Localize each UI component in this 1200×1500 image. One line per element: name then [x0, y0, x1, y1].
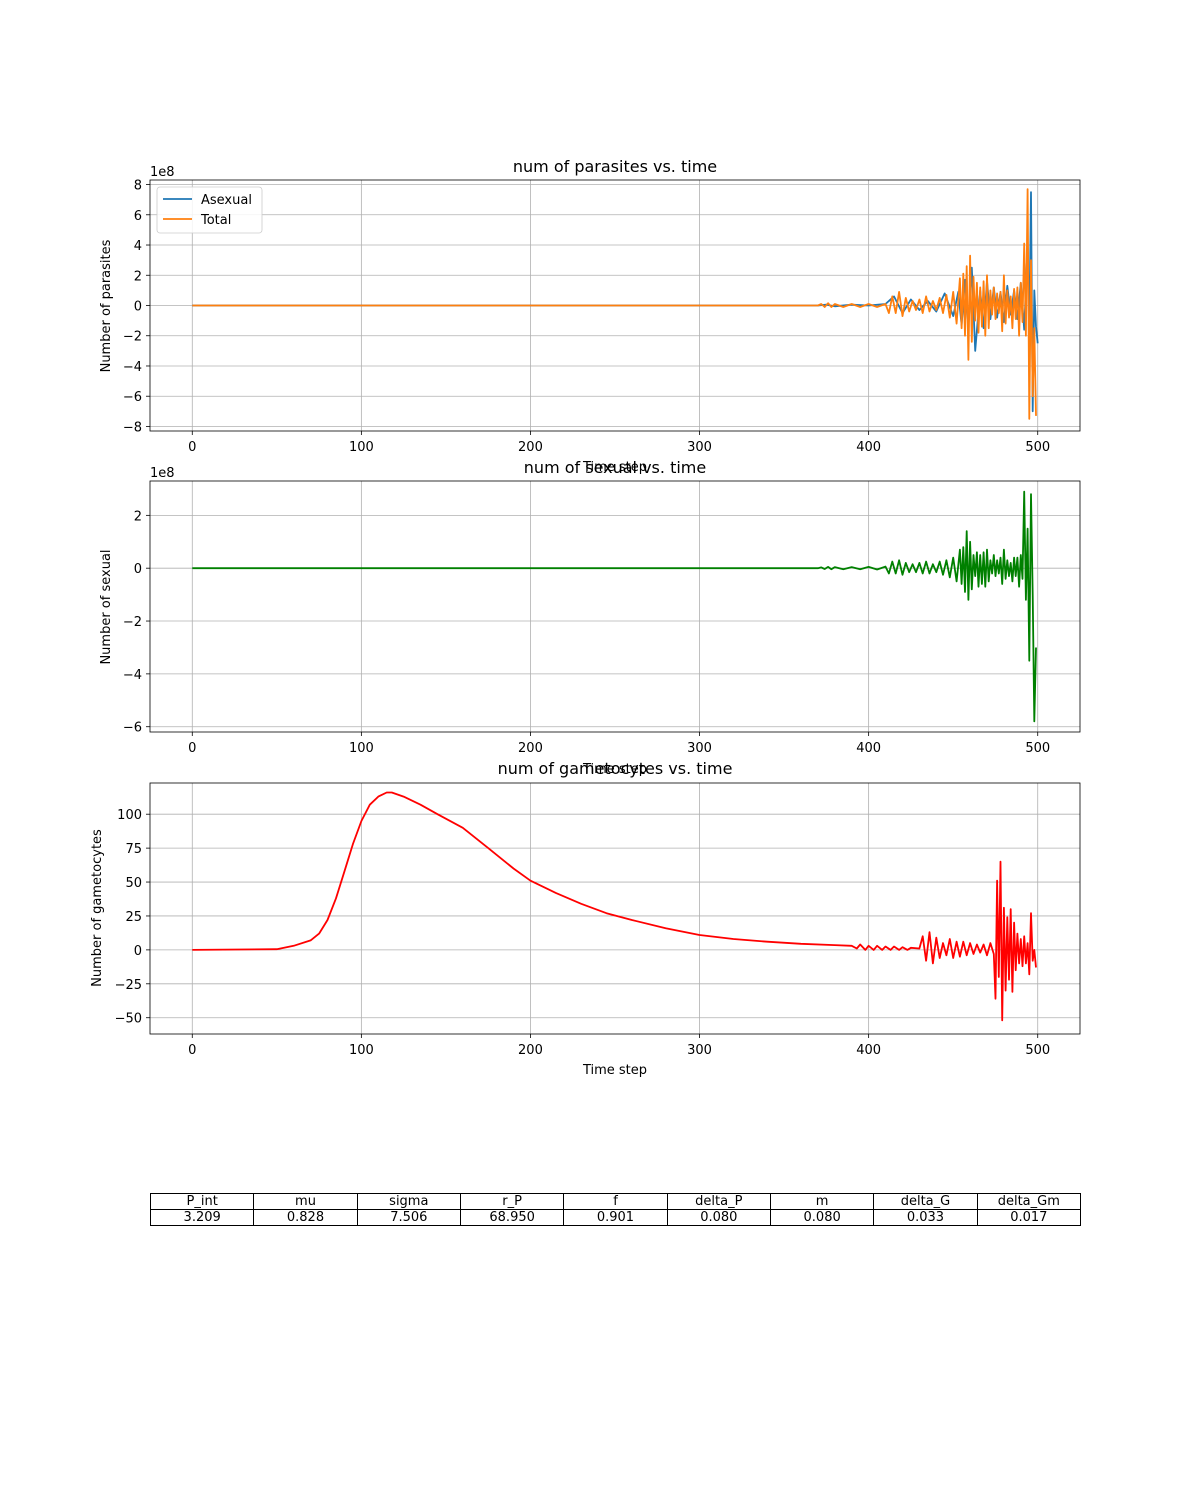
gametocytes-series-line	[192, 791, 1037, 1022]
gametocytes-x-tick-label: 300	[687, 1043, 712, 1058]
parasites-x-tick-label: 0	[188, 440, 196, 455]
gametocytes-ylabel: Number of gametocytes	[90, 829, 105, 987]
parasites-xlabel: Time step	[582, 460, 647, 475]
gametocytes-xlabel: Time step	[582, 1063, 647, 1078]
sexual-y-tick-label: −4	[123, 668, 142, 683]
table-header-cell: delta_G	[873, 1193, 978, 1210]
gametocytes-x-tick-label: 400	[856, 1043, 881, 1058]
gametocytes-x-tick-label: 500	[1025, 1043, 1050, 1058]
sexual-offset-label: 1e8	[150, 466, 175, 481]
sexual-x-tick-label: 300	[687, 741, 712, 756]
table-header-cell: P_int	[149, 1193, 255, 1210]
table-header-cell: delta_Gm	[976, 1193, 1082, 1210]
total-series-line	[192, 188, 1037, 420]
table-header-cell: sigma	[356, 1193, 461, 1210]
table-header-row: P_int mu sigma r_P f delta_P m delta_G d…	[149, 1193, 1082, 1210]
parasites-x-tick-label: 300	[687, 440, 712, 455]
asexual-series-line	[192, 191, 1039, 413]
sexual-x-tick-label: 200	[518, 741, 543, 756]
parasites-y-tick-label: −2	[123, 330, 142, 345]
gametocytes-panel: num of gametocytes vs. time Time step Nu…	[90, 759, 1081, 1078]
parameter-table: P_int mu sigma r_P f delta_P m delta_G d…	[149, 1193, 1082, 1226]
gametocytes-y-tick-label: 100	[117, 808, 142, 823]
sexual-y-tick-label: −2	[123, 615, 142, 630]
total-legend-label: Total	[200, 213, 231, 228]
table-value-row: 3.209 0.828 7.506 68.950 0.901 0.080 0.0…	[149, 1209, 1082, 1226]
asexual-legend-label: Asexual	[201, 193, 252, 208]
sexual-x-tick-label: 500	[1025, 741, 1050, 756]
sexual-panel: num of sexual vs. time 1e8 Time step Num…	[99, 458, 1081, 777]
table-header-cell: r_P	[459, 1193, 565, 1210]
parasites-panel: num of parasites vs. time 1e8 Time step …	[99, 157, 1081, 475]
parasites-x-tick-label: 200	[518, 440, 543, 455]
table-value-cell: 0.033	[873, 1209, 978, 1226]
gametocytes-chart-title: num of gametocytes vs. time	[498, 759, 733, 778]
parasites-x-tick-label: 400	[856, 440, 881, 455]
sexual-y-tick-label: −6	[123, 721, 142, 736]
table-header-cell: mu	[253, 1193, 358, 1210]
gametocytes-axes-frame	[149, 782, 1081, 1035]
sexual-series-line	[192, 490, 1037, 723]
sexual-xlabel: Time step	[582, 762, 647, 777]
parasites-x-tick-label: 100	[349, 440, 374, 455]
sexual-x-tick-label: 100	[349, 741, 374, 756]
table-value-cell: 7.506	[356, 1209, 461, 1226]
table-header-cell: delta_P	[666, 1193, 771, 1210]
parasites-y-tick-label: 2	[134, 269, 142, 284]
table-header-cell: m	[769, 1193, 875, 1210]
parasites-offset-label: 1e8	[150, 165, 175, 180]
gametocytes-y-tick-label: 25	[125, 910, 142, 925]
table-value-cell: 0.828	[253, 1209, 358, 1226]
table-value-cell: 3.209	[149, 1209, 255, 1226]
gametocytes-x-tick-label: 200	[518, 1043, 543, 1058]
sexual-y-tick-label: 0	[134, 562, 142, 577]
table-value-cell: 68.950	[459, 1209, 565, 1226]
sexual-y-tick-label: 2	[134, 509, 142, 524]
table-value-cell: 0.080	[666, 1209, 771, 1226]
parasites-y-tick-label: 0	[134, 300, 142, 315]
gametocytes-y-tick-label: 50	[125, 876, 142, 891]
table-value-cell: 0.080	[769, 1209, 875, 1226]
parasites-chart-title: num of parasites vs. time	[513, 157, 717, 176]
table-value-cell: 0.017	[976, 1209, 1082, 1226]
gametocytes-x-tick-label: 100	[349, 1043, 374, 1058]
parasites-y-tick-label: −6	[123, 390, 142, 405]
parasites-y-tick-label: 6	[134, 209, 142, 224]
gametocytes-x-tick-label: 0	[188, 1043, 196, 1058]
parasites-legend: Asexual Total	[156, 186, 263, 234]
table-value-cell: 0.901	[563, 1209, 668, 1226]
parasites-x-tick-label: 500	[1025, 440, 1050, 455]
table-header-cell: f	[563, 1193, 668, 1210]
gametocytes-y-tick-label: 0	[134, 944, 142, 959]
parasites-y-tick-label: 8	[134, 179, 142, 194]
gametocytes-y-tick-label: −25	[115, 978, 142, 993]
parasites-y-tick-label: −4	[123, 360, 142, 375]
sexual-axes-frame	[149, 480, 1081, 733]
gametocytes-y-tick-label: −50	[115, 1012, 142, 1027]
parasites-ylabel: Number of parasites	[99, 239, 114, 372]
parasites-y-tick-label: 4	[134, 239, 142, 254]
sexual-chart-title: num of sexual vs. time	[524, 458, 706, 477]
gametocytes-y-tick-label: 75	[125, 842, 142, 857]
sexual-ylabel: Number of sexual	[99, 549, 114, 664]
sexual-x-tick-label: 0	[188, 741, 196, 756]
parasites-y-tick-label: −8	[123, 420, 142, 435]
sexual-x-tick-label: 400	[856, 741, 881, 756]
